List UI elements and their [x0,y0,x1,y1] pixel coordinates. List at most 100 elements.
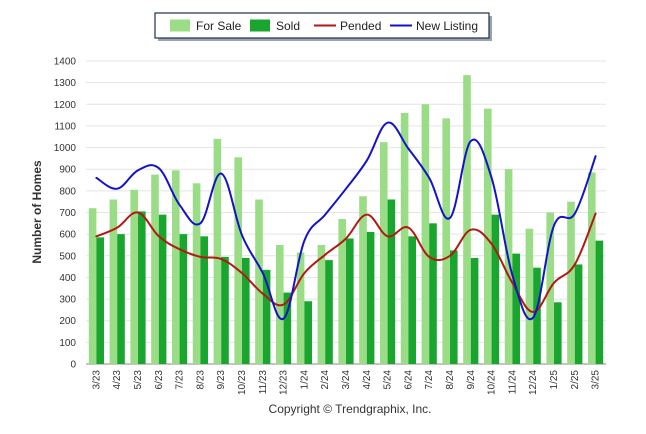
x-tick-label: 2/25 [570,370,581,390]
x-tick-label: 5/23 [133,370,144,390]
bar-sold [491,214,500,364]
y-axis-ticks: 0 100 200 300 400 500 600 700 800 900 1000 1100 1200… [54,57,77,371]
bar-sold [429,223,437,364]
x-tick-label: 2/24 [320,370,331,390]
legend: For Sale Sold Pended New Listing [154,12,492,41]
x-tick-label: 8/24 [445,370,456,390]
y-tick-label: 1100 [54,121,76,132]
bar-sold [595,240,604,364]
x-axis-ticks: 3/23 4/23 5/23 6/23 7/23 8/23 9/23 10/23 11/23 12… [91,370,601,395]
bar-for-sale [380,142,388,364]
bar-sold [138,211,146,364]
bar-for-sale [525,228,534,364]
y-tick-label: 0 [70,360,76,371]
bar-sold [304,301,312,364]
y-tick-label: 100 [59,338,76,349]
bar-sold [533,267,541,364]
y-tick-label: 600 [59,230,76,241]
bar-sold [450,250,458,365]
bar-sold [574,264,583,364]
x-tick-label: 5/24 [383,370,394,390]
bar-sold [158,214,167,364]
bar-sold [366,231,375,364]
line-pended [95,211,597,314]
bar-sold [283,292,292,364]
x-tick-label: 11/24 [507,370,518,395]
x-tick-label: 3/24 [341,370,352,390]
bar-for-sale [442,118,450,364]
bar-for-sale [255,199,263,364]
bar-for-sale [296,252,305,364]
legend-swatch [250,19,270,32]
copyright-text: Copyright © Trendgraphix, Inc. [269,402,432,416]
x-tick-label: 3/23 [91,370,102,390]
y-tick-label: 1200 [54,100,77,111]
lines [95,121,597,321]
x-tick-label: 7/24 [424,370,435,390]
legend-item: For Sale [170,19,242,33]
bar-sold [262,269,271,364]
x-tick-label: 9/23 [216,370,227,390]
x-tick-label: 6/23 [154,370,165,390]
legend-label: Sold [276,19,300,33]
x-tick-label: 3/25 [591,370,602,390]
bar-for-sale [109,199,118,364]
bar-for-sale [317,244,326,364]
bar-for-sale [484,108,492,364]
x-tick-label: 10/24 [487,370,498,395]
legend-swatch [170,19,190,32]
y-tick-label: 500 [59,251,76,262]
y-tick-label: 900 [59,165,76,176]
y-tick-label: 400 [59,273,76,284]
x-tick-label: 4/23 [112,370,123,390]
legend-label: For Sale [196,19,242,33]
bar-sold [96,237,104,364]
bar-for-sale [88,208,97,364]
x-tick-label: 10/23 [237,370,248,395]
bar-sold [242,257,250,364]
x-tick-label: 9/24 [466,370,477,390]
bar-for-sale [421,104,430,364]
y-tick-label: 700 [59,208,76,219]
y-tick-label: 1400 [54,57,77,68]
y-tick-label: 300 [59,295,76,306]
x-tick-label: 1/24 [299,370,310,390]
bar-sold [387,199,396,364]
bar-for-sale [567,201,575,364]
bar-sold [408,236,416,364]
bar-sold [470,257,479,364]
y-axis-title: Number of Homes [30,160,44,264]
line-new-listing [95,121,597,321]
bar-for-sale [151,174,159,365]
y-tick-label: 1300 [54,78,77,89]
bar-sold [221,256,229,364]
bar-for-sale [463,75,471,364]
bar-sold [554,302,562,364]
bar-for-sale [234,157,242,364]
bar-sold [117,234,125,364]
bar-for-sale [504,169,513,364]
bar-for-sale [192,183,201,364]
x-tick-label: 1/25 [549,370,560,390]
legend-item: Sold [250,19,300,33]
bar-for-sale [172,170,180,364]
bar-for-sale [588,172,596,364]
y-tick-label: 200 [59,316,76,327]
legend-item: New Listing [390,19,478,33]
x-tick-label: 12/24 [528,370,539,395]
bar-for-sale [130,189,138,364]
bar-for-sale [359,196,367,364]
bar-sold [325,260,333,364]
legend-item: Pended [314,19,381,33]
bar-sold [512,253,520,364]
bar-sold [346,238,354,364]
y-tick-label: 1000 [54,143,77,154]
x-tick-label: 6/24 [403,370,414,390]
bars [88,75,604,365]
x-tick-label: 7/23 [175,370,186,390]
bar-sold [200,236,208,364]
x-tick-label: 4/24 [362,370,373,390]
bar-for-sale [400,112,409,364]
bar-for-sale [213,138,222,364]
